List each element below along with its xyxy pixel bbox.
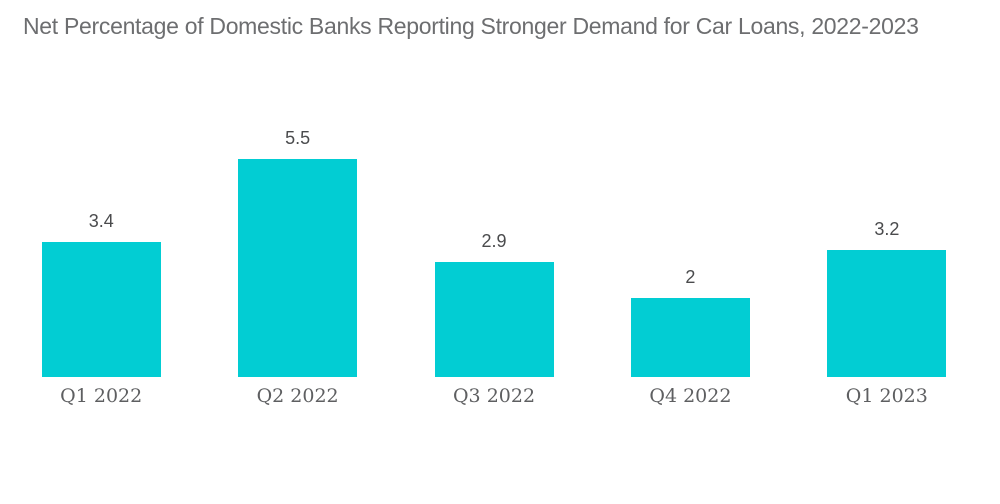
- bar: [827, 250, 947, 377]
- x-axis-label: Q2 2022: [256, 385, 339, 407]
- x-axis-label: Q4 2022: [649, 385, 732, 407]
- bar-value-label: 3.4: [88, 211, 114, 232]
- bar-group: 3.2 Q1 2023: [789, 0, 985, 407]
- plot-area: 3.4 Q1 2022 5.5 Q2 2022 2.9 Q3 2022 2 Q4 2022 3.…: [3, 0, 985, 407]
- bar: [630, 298, 750, 377]
- x-axis-label: Q3 2022: [452, 385, 536, 407]
- x-axis-label: Q1 2022: [60, 385, 143, 407]
- x-axis-label: Q1 2023: [845, 385, 928, 407]
- bar-group: 3.4 Q1 2022: [3, 0, 199, 407]
- bar-value-label: 2.9: [481, 231, 507, 252]
- bar-group: 2 Q4 2022: [592, 0, 788, 407]
- bar-group: 5.5 Q2 2022: [199, 0, 395, 407]
- bar-value-label: 2: [685, 267, 696, 288]
- bar-value-label: 5.5: [285, 128, 311, 149]
- bar-group: 2.9 Q3 2022: [396, 0, 592, 407]
- bar: [41, 242, 161, 377]
- chart-title: Net Percentage of Domestic Banks Reporti…: [23, 13, 919, 39]
- bar-value-label: 3.2: [874, 219, 900, 240]
- bar: [434, 262, 554, 377]
- bar: [238, 159, 358, 377]
